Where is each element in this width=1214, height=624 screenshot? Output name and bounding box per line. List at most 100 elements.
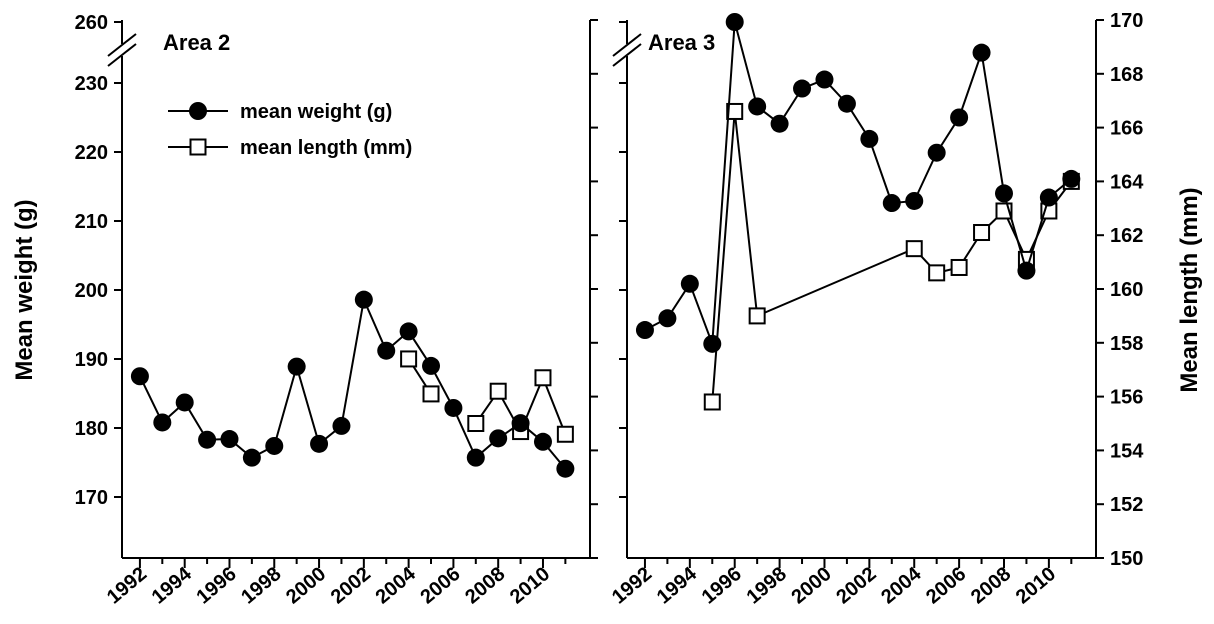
weight-point (332, 416, 351, 435)
y-tick-label-right: 162 (1110, 225, 1143, 247)
weight-point (635, 321, 654, 340)
panel-title-area-3: Area 3 (648, 30, 715, 55)
weight-point (658, 309, 677, 328)
legend-marker-length (189, 138, 207, 156)
y-tick-label-left: 260 (75, 12, 108, 34)
weight-point (175, 393, 194, 412)
y-tick-label-right: 166 (1110, 118, 1143, 140)
weight-point (153, 413, 172, 432)
axis-break-mark (107, 33, 137, 57)
weight-point (905, 191, 924, 210)
axis-break-gap (108, 44, 136, 56)
x-tick-label: 2002 (327, 563, 375, 608)
y-tick-label-right: 150 (1110, 548, 1143, 570)
panel-area-3: 1992199419961998200020022004200620082010… (608, 10, 1144, 608)
x-tick-label: 1992 (608, 563, 656, 608)
weight-point (444, 398, 463, 417)
y-tick-label-left: 220 (75, 142, 108, 164)
x-tick-label: 2008 (461, 563, 509, 608)
weight-point (815, 70, 834, 89)
x-tick-label: 1994 (653, 562, 702, 608)
weight-point (198, 430, 217, 449)
length-point (467, 415, 485, 432)
length-point (534, 369, 552, 387)
length-point (748, 307, 766, 325)
y-tick-label-right: 158 (1110, 333, 1143, 355)
series-line (711, 111, 1073, 403)
weight-point (533, 432, 552, 451)
y-tick-label-right: 170 (1110, 10, 1143, 32)
y-tick-label-left: 180 (75, 418, 108, 440)
weight-point (882, 194, 901, 213)
axis-break-mark (612, 33, 642, 57)
weight-point (793, 79, 812, 98)
weight-point (310, 434, 329, 453)
weight-point (927, 143, 946, 162)
weight-point (354, 290, 373, 309)
x-tick-label: 1992 (103, 563, 151, 608)
weight-point (1039, 188, 1058, 207)
x-tick-label: 1996 (192, 563, 240, 608)
length-point (950, 258, 968, 276)
panel-title-area-2: Area 2 (163, 30, 230, 55)
x-tick-label: 2006 (922, 563, 970, 608)
x-tick-label: 2002 (832, 563, 880, 608)
weight-point (377, 341, 396, 360)
x-tick-label: 2000 (787, 563, 835, 608)
y-tick-label-right: 160 (1110, 279, 1143, 301)
y-tick-label-left: 210 (75, 211, 108, 233)
y-tick-label-right: 164 (1110, 171, 1144, 193)
weight-point (1062, 169, 1081, 188)
x-tick-label: 2010 (506, 563, 554, 608)
legend-marker-weight (189, 102, 207, 120)
weight-point (511, 414, 530, 433)
length-point (928, 264, 946, 282)
length-point (703, 393, 721, 411)
x-tick-label: 2004 (877, 562, 926, 608)
axis-break-mark (107, 43, 137, 67)
y-tick-label-right: 154 (1110, 440, 1144, 462)
x-tick-label: 2010 (1012, 563, 1060, 608)
y-axis-label-right: Mean length (mm) (1176, 187, 1203, 392)
x-tick-label: 1998 (743, 563, 791, 608)
weight-point (703, 334, 722, 353)
length-point (400, 350, 418, 368)
weight-point (1017, 261, 1036, 280)
x-tick-label: 2006 (416, 563, 464, 608)
x-tick-label: 2000 (282, 563, 330, 608)
series-line (644, 21, 1072, 345)
weight-point (466, 448, 485, 467)
y-tick-label-left: 190 (75, 349, 108, 371)
legend-label-weight: mean weight (g) (240, 101, 392, 123)
length-point (489, 382, 507, 400)
weight-point (422, 356, 441, 375)
y-tick-label-left: 200 (75, 280, 108, 302)
length-point (973, 224, 991, 242)
weight-point (220, 430, 239, 449)
length-point (556, 425, 574, 443)
weight-point (770, 114, 789, 133)
axis-break-mark (612, 43, 642, 67)
weight-point (556, 459, 575, 478)
weight-point (242, 448, 261, 467)
x-tick-label: 1998 (237, 563, 285, 608)
y-tick-label-right: 168 (1110, 64, 1143, 86)
axis-break-gap (613, 44, 641, 56)
weight-point (837, 94, 856, 113)
weight-point (489, 429, 508, 448)
length-point (422, 385, 440, 403)
y-tick-label-left: 230 (75, 73, 108, 95)
weight-point (860, 129, 879, 148)
panel-area-2: 1992199419961998200020022004200620082010… (75, 12, 598, 608)
weight-point (287, 357, 306, 376)
x-tick-label: 1994 (148, 562, 197, 608)
weight-point (399, 322, 418, 341)
legend-label-length: mean length (mm) (240, 137, 412, 159)
weight-point (994, 184, 1013, 203)
y-axis-label-left: Mean weight (g) (11, 199, 38, 380)
x-tick-label: 2008 (967, 563, 1015, 608)
length-point (726, 102, 744, 120)
legend: mean weight (g) mean length (mm) (168, 101, 412, 159)
weight-point (950, 108, 969, 127)
